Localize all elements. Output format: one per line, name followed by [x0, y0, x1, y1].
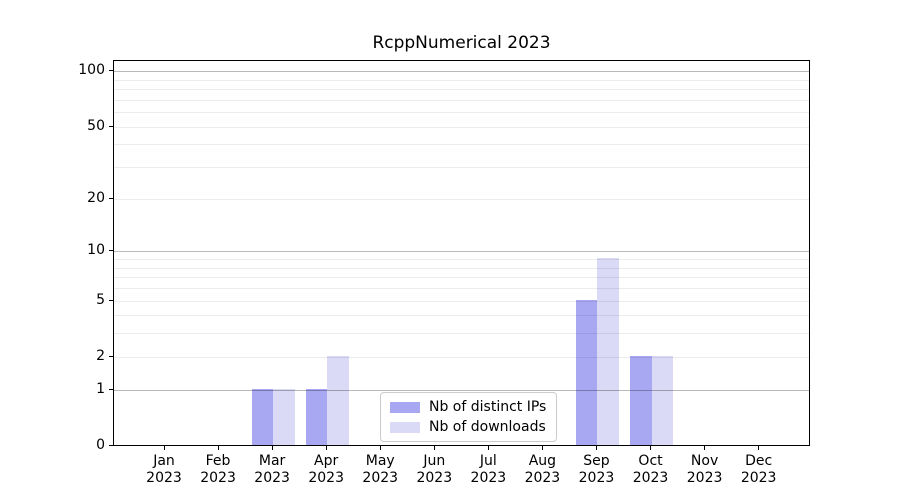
y-tick-label-2: 2 [96, 347, 105, 364]
gridline-minor-3 [114, 333, 809, 335]
gridline-minor-4 [114, 315, 809, 317]
legend-item-downloads: Nb of downloads [390, 419, 546, 435]
y-tick-20 [109, 197, 113, 199]
gridline-minor-2 [114, 356, 809, 358]
gridline-minor-20 [114, 198, 809, 200]
y-tick-0 [109, 445, 113, 446]
bars-layer [114, 61, 809, 445]
y-tick-label-50: 50 [87, 117, 105, 134]
legend-label-distinct-ips: Nb of distinct IPs [429, 399, 547, 415]
chart-title: RcppNumerical 2023 [372, 33, 551, 53]
x-tick-label-mar: Mar 2023 [254, 453, 290, 486]
bar-downloads-oct [651, 355, 674, 445]
x-tick-jan [163, 446, 165, 450]
x-tick-jul [487, 446, 489, 450]
x-tick-sep [595, 446, 597, 450]
gridline-minor-80 [114, 89, 809, 91]
gridline-minor-40 [114, 144, 809, 146]
x-tick-feb [217, 446, 219, 450]
y-tick-1 [109, 388, 113, 390]
x-tick-nov [704, 446, 706, 450]
x-tick-aug [541, 446, 543, 450]
bar-downloads-mar [273, 388, 295, 445]
x-tick-label-apr: Apr 2023 [308, 453, 344, 486]
gridline-minor-8 [114, 267, 809, 269]
y-tick-label-10: 10 [87, 242, 105, 259]
gridline-minor-30 [114, 167, 809, 169]
x-tick-label-jul: Jul 2023 [470, 453, 507, 486]
x-tick-label-aug: Aug 2023 [524, 453, 561, 486]
y-tick-5 [109, 299, 113, 301]
x-tick-label-oct: Oct 2023 [632, 453, 669, 486]
x-tick-label-dec: Dec 2023 [740, 453, 777, 486]
bar-ips-oct [629, 355, 652, 445]
y-tick-10 [109, 250, 113, 252]
x-tick-label-feb: Feb 2023 [200, 453, 236, 486]
legend-swatch-downloads [390, 421, 420, 433]
y-tick-label-1: 1 [96, 380, 105, 397]
bar-ips-sep [575, 299, 598, 445]
x-tick-label-jan: Jan 2023 [146, 453, 182, 486]
x-tick-mar [271, 446, 273, 450]
x-tick-label-sep: Sep 2023 [578, 453, 615, 486]
x-tick-jun [433, 446, 435, 450]
x-tick-dec [758, 446, 760, 450]
y-tick-label-100: 100 [78, 62, 105, 79]
gridline-minor-9 [114, 259, 809, 261]
bar-downloads-apr [327, 355, 349, 445]
x-tick-oct [650, 446, 652, 450]
y-tick-2 [109, 355, 113, 357]
y-tick-label-5: 5 [96, 291, 105, 308]
gridline-minor-6 [114, 287, 809, 289]
bar-ips-mar [251, 388, 274, 445]
gridline-major-100 [114, 71, 809, 73]
x-tick-may [379, 446, 381, 450]
bar-ips-apr [305, 388, 328, 445]
y-tick-100 [109, 70, 113, 72]
gridline-minor-60 [114, 112, 809, 114]
x-tick-label-jun: Jun 2023 [416, 453, 453, 486]
bar-downloads-sep [597, 258, 620, 445]
gridline-minor-5 [114, 300, 809, 302]
y-tick-label-0: 0 [96, 437, 105, 453]
gridlines-layer [114, 61, 809, 445]
gridline-minor-70 [114, 99, 809, 101]
x-tick-label-may: May 2023 [362, 453, 399, 486]
x-tick-apr [325, 446, 327, 450]
legend: Nb of distinct IPs Nb of downloads [380, 392, 558, 442]
x-tick-label-nov: Nov 2023 [686, 453, 723, 486]
gridline-minor-50 [114, 126, 809, 128]
y-tick-50 [109, 125, 113, 127]
legend-label-downloads: Nb of downloads [429, 419, 546, 435]
gridline-minor-7 [114, 277, 809, 279]
legend-item-distinct-ips: Nb of distinct IPs [390, 399, 546, 415]
gridline-major-10 [114, 251, 809, 253]
legend-swatch-distinct-ips [390, 401, 420, 413]
gridline-major-1 [114, 389, 809, 391]
plot-area: Nb of distinct IPs Nb of downloads [113, 60, 810, 446]
y-tick-label-20: 20 [87, 189, 105, 206]
gridline-minor-90 [114, 79, 809, 81]
